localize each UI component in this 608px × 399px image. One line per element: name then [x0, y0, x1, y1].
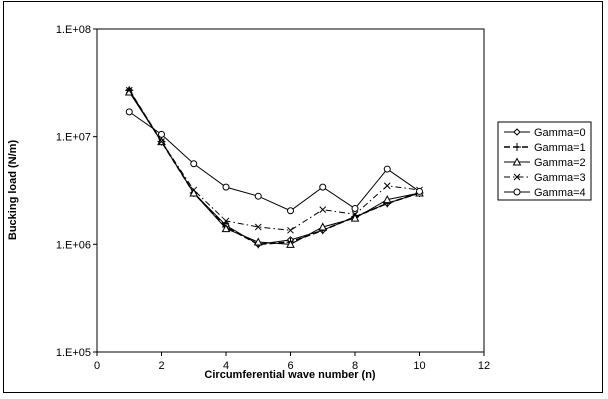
data-point	[287, 226, 294, 234]
data-point	[190, 160, 198, 168]
legend-entry: Gamma=2	[504, 157, 586, 169]
data-point	[253, 237, 263, 246]
data-point	[383, 182, 391, 190]
data-point	[351, 210, 359, 218]
series-gamma-2	[124, 87, 424, 248]
data-point	[319, 183, 327, 191]
series-gamma-1	[125, 86, 424, 249]
x-tick-label: 0	[94, 360, 100, 372]
legend-label: Gamma=3	[534, 172, 586, 184]
chart-svg: 0 2 4 6 8 10 12 1.E+05 1.E+06 1.E+07 1.E+08 Circum…	[7, 24, 592, 381]
y-tick-label: 1.E+07	[56, 132, 91, 144]
legend-marker	[513, 128, 521, 136]
series-gamma-0	[125, 86, 424, 249]
legend-marker	[513, 188, 521, 196]
data-point	[318, 222, 328, 231]
legend-label: Gamma=2	[534, 157, 586, 169]
data-point	[125, 108, 133, 116]
legend-label: Gamma=0	[534, 127, 586, 139]
series-line	[128, 111, 420, 212]
legend-marker	[513, 143, 521, 151]
data-point	[351, 205, 359, 213]
y-tick-label: 1.E+08	[56, 24, 91, 36]
data-point	[254, 223, 262, 231]
y-axis-label: Bucking load (N/m)	[7, 140, 19, 241]
legend: Gamma=0 Gamma=1 Gamma=2 Gamma=3 Gamma=4	[497, 121, 592, 201]
x-tick-label: 10	[413, 360, 425, 372]
series-gamma-4	[125, 108, 423, 215]
series-line	[128, 89, 420, 246]
data-point	[350, 213, 360, 222]
legend-entry: Gamma=1	[504, 142, 586, 154]
series-layer	[124, 86, 424, 249]
data-point	[286, 239, 295, 248]
data-point	[382, 195, 392, 204]
y-tick-label: 1.E+05	[56, 347, 91, 359]
series-line	[128, 89, 420, 231]
ticks-layer: 0 2 4 6 8 10 12 1.E+05 1.E+06 1.E+07 1.E+08	[56, 24, 490, 372]
data-point	[189, 188, 199, 197]
x-tick-label: 8	[352, 360, 358, 372]
series-gamma-3	[125, 86, 423, 234]
legend-entry: Gamma=0	[504, 127, 586, 139]
legend-entry: Gamma=3	[504, 172, 586, 184]
legend-box	[497, 121, 592, 201]
data-point	[416, 187, 423, 195]
legend-label: Gamma=4	[534, 187, 586, 199]
data-point	[287, 207, 294, 215]
data-point	[383, 165, 391, 173]
x-axis-label: Circumferential wave number (n)	[204, 369, 375, 381]
legend-marker	[513, 173, 521, 181]
y-tick-label: 1.E+06	[56, 239, 91, 251]
data-point	[125, 86, 133, 94]
data-point	[221, 224, 231, 233]
plot-area	[96, 28, 485, 353]
data-point	[158, 130, 165, 138]
legend-entry: Gamma=4	[504, 187, 586, 199]
x-tick-label: 2	[158, 360, 164, 372]
x-tick-label: 12	[478, 360, 490, 372]
data-point	[222, 217, 230, 225]
series-line	[128, 89, 420, 245]
x-tick-label: 6	[287, 360, 293, 372]
legend-marker	[512, 157, 522, 166]
data-point	[190, 186, 198, 194]
data-point	[222, 183, 230, 191]
chart-frame: 0 2 4 6 8 10 12 1.E+05 1.E+06 1.E+07 1.E+08 Circum…	[3, 1, 603, 393]
x-tick-label: 4	[223, 360, 229, 372]
legend-label: Gamma=1	[534, 142, 586, 154]
data-point	[254, 192, 262, 200]
series-line	[128, 91, 420, 245]
data-point	[319, 206, 327, 213]
data-point	[158, 138, 165, 145]
